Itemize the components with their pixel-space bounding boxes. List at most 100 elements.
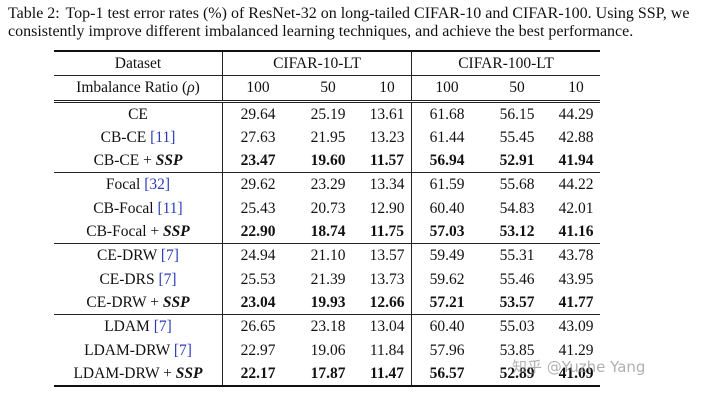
error-rate-cell: 27.63 bbox=[240, 128, 276, 146]
error-rate-cell: 18.74 bbox=[310, 223, 346, 241]
header-group-cifar100: CIFAR-100-LT bbox=[411, 50, 600, 76]
error-rate-cell: 61.44 bbox=[429, 128, 465, 146]
table-row: Focal [32] 29.62 23.29 13.34 61.59 55.68 44.22 bbox=[54, 172, 600, 197]
error-rate-cell: 53.12 bbox=[499, 223, 535, 241]
method-name: LDAM [7] bbox=[54, 314, 223, 339]
error-rate-cell: 55.31 bbox=[482, 243, 552, 268]
citation-ref[interactable]: [11] bbox=[150, 128, 176, 146]
header-ratio: 100 bbox=[411, 75, 482, 102]
method-name: CB-Focal [11] bbox=[54, 196, 223, 221]
error-rate-cell: 13.23 bbox=[363, 125, 412, 150]
error-rate-cell: 61.59 bbox=[411, 172, 482, 197]
table-row: LDAM [7] 26.65 23.18 13.04 60.40 55.03 43.09 bbox=[54, 314, 600, 339]
header-ratio: 10 bbox=[552, 75, 600, 102]
caption-text: Top-1 test error rates (%) of ResNet-32 … bbox=[8, 5, 690, 40]
citation-ref[interactable]: [32] bbox=[144, 176, 171, 194]
header-row-ratios: Imbalance Ratio (ρ) 100 50 10 100 50 10 bbox=[54, 75, 600, 102]
error-rate-cell: 23.29 bbox=[293, 172, 363, 197]
table-row: CE-DRW [7] 24.94 21.10 13.57 59.49 55.31 43.78 bbox=[54, 243, 600, 268]
watermark: 知乎 @Yuzhe Yang bbox=[512, 358, 646, 376]
error-rate-cell: 12.66 bbox=[363, 290, 412, 315]
table-row: CB-Focal + SSP 22.90 18.74 11.75 57.03 53.12 4… bbox=[54, 220, 600, 244]
ssp-label: SSP bbox=[175, 364, 203, 382]
error-rate-cell: 60.40 bbox=[411, 314, 482, 339]
method-name: CE-DRW [7] bbox=[54, 243, 223, 268]
error-rate-cell: 26.65 bbox=[222, 314, 293, 339]
method-name: LDAM-DRW + SSP bbox=[54, 361, 223, 388]
error-rate-cell: 20.73 bbox=[310, 199, 346, 217]
error-rate-cell: 11.75 bbox=[363, 220, 412, 244]
method-name: CB-Focal + SSP bbox=[54, 220, 223, 244]
error-rate-cell: 43.78 bbox=[552, 243, 600, 268]
error-rate-cell: 41.29 bbox=[558, 341, 594, 359]
citation-ref[interactable]: [7] bbox=[158, 270, 177, 288]
results-table: Dataset CIFAR-10-LT CIFAR-100-LT Imbalan… bbox=[54, 50, 600, 388]
error-rate-cell: 22.90 bbox=[240, 223, 276, 241]
error-rate-cell: 13.57 bbox=[363, 243, 412, 268]
method-name: CE-DRS [7] bbox=[54, 267, 223, 291]
error-rate-cell: 52.89 bbox=[482, 361, 552, 388]
citation-ref[interactable]: [7] bbox=[153, 318, 172, 336]
method-name: CE bbox=[54, 99, 223, 126]
header-row-groups: Dataset CIFAR-10-LT CIFAR-100-LT bbox=[54, 50, 600, 76]
error-rate-cell: 53.85 bbox=[499, 341, 535, 359]
header-ratio: 50 bbox=[482, 75, 552, 102]
error-rate-cell: 11.47 bbox=[363, 361, 412, 388]
table-caption: Table 2: Top-1 test error rates (%) of R… bbox=[8, 5, 714, 41]
ssp-label: SSP bbox=[155, 152, 183, 170]
method-name: Focal [32] bbox=[54, 172, 223, 197]
error-rate-cell: 57.96 bbox=[429, 341, 465, 359]
error-rate-cell: 21.39 bbox=[310, 270, 346, 288]
table-row: LDAM-DRW + SSP 22.17 17.87 11.47 56.57 52.89 4… bbox=[54, 361, 600, 388]
table-row: CE 29.64 25.19 13.61 61.68 56.15 44.29 bbox=[54, 99, 600, 126]
error-rate-cell: 56.57 bbox=[411, 361, 482, 388]
table-row: CB-CE + SSP 23.47 19.60 11.57 56.94 52.91 41.9… bbox=[54, 149, 600, 173]
citation-ref[interactable]: [11] bbox=[157, 199, 183, 217]
error-rate-cell: 55.03 bbox=[482, 314, 552, 339]
error-rate-cell: 44.29 bbox=[552, 99, 600, 126]
table-row: LDAM-DRW [7] 22.97 19.06 11.84 57.96 53.85 41.… bbox=[54, 338, 600, 362]
error-rate-cell: 25.43 bbox=[240, 199, 276, 217]
error-rate-cell: 23.04 bbox=[240, 293, 276, 311]
error-rate-cell: 56.94 bbox=[429, 152, 465, 170]
error-rate-cell: 23.18 bbox=[293, 314, 363, 339]
ssp-label: SSP bbox=[163, 223, 190, 241]
error-rate-cell: 59.49 bbox=[411, 243, 482, 268]
error-rate-cell: 21.10 bbox=[293, 243, 363, 268]
error-rate-cell: 17.87 bbox=[293, 361, 363, 388]
error-rate-cell: 57.03 bbox=[429, 223, 465, 241]
error-rate-cell: 19.93 bbox=[310, 293, 346, 311]
error-rate-cell: 61.68 bbox=[411, 99, 482, 126]
error-rate-cell: 60.40 bbox=[429, 199, 465, 217]
table-row: CB-Focal [11] 25.43 20.73 12.90 60.40 54.83 42… bbox=[54, 196, 600, 221]
rho-symbol: ρ bbox=[187, 79, 195, 97]
error-rate-cell: 52.91 bbox=[499, 152, 535, 170]
error-rate-cell: 41.16 bbox=[558, 223, 594, 241]
error-rate-cell: 43.09 bbox=[552, 314, 600, 339]
error-rate-cell: 57.21 bbox=[429, 293, 465, 311]
error-rate-cell: 13.34 bbox=[363, 172, 412, 197]
header-dataset: Dataset bbox=[54, 50, 223, 76]
error-rate-cell: 11.84 bbox=[363, 338, 412, 362]
error-rate-cell: 55.45 bbox=[499, 128, 535, 146]
error-rate-cell: 59.62 bbox=[429, 270, 465, 288]
error-rate-cell: 55.46 bbox=[499, 270, 535, 288]
error-rate-cell: 25.19 bbox=[293, 99, 363, 126]
citation-ref[interactable]: [7] bbox=[173, 341, 192, 359]
error-rate-cell: 42.01 bbox=[558, 199, 594, 217]
error-rate-cell: 41.94 bbox=[558, 152, 594, 170]
error-rate-cell: 23.47 bbox=[240, 152, 276, 170]
error-rate-cell: 12.90 bbox=[363, 196, 412, 221]
error-rate-cell: 13.04 bbox=[363, 314, 412, 339]
error-rate-cell: 56.15 bbox=[482, 99, 552, 126]
error-rate-cell: 41.09 bbox=[552, 361, 600, 388]
error-rate-cell: 55.68 bbox=[482, 172, 552, 197]
error-rate-cell: 25.53 bbox=[240, 270, 276, 288]
error-rate-cell: 19.06 bbox=[310, 341, 346, 359]
method-name: LDAM-DRW [7] bbox=[54, 338, 223, 362]
header-group-cifar10: CIFAR-10-LT bbox=[222, 50, 412, 76]
error-rate-cell: 13.61 bbox=[363, 99, 412, 126]
table-row: CE-DRS [7] 25.53 21.39 13.73 59.62 55.46 43.95 bbox=[54, 267, 600, 291]
citation-ref[interactable]: [7] bbox=[160, 247, 179, 265]
error-rate-cell: 54.83 bbox=[499, 199, 535, 217]
